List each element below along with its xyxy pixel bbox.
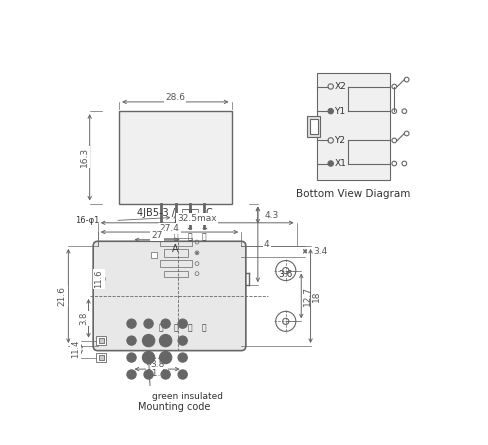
Text: 27.4: 27.4 [160,224,180,233]
Text: 印: 印 [187,323,192,332]
Circle shape [178,336,187,345]
Circle shape [160,335,172,347]
Circle shape [127,336,136,345]
Text: 继: 继 [159,232,163,241]
Text: 16.3: 16.3 [80,147,89,167]
Text: 11.4: 11.4 [71,340,80,358]
Circle shape [328,109,333,114]
Circle shape [144,370,153,379]
Text: 21.6: 21.6 [58,286,67,306]
Text: 3.8: 3.8 [150,360,164,369]
Text: A: A [173,220,179,230]
Circle shape [160,352,172,364]
Text: 继: 继 [159,323,163,332]
Bar [150,252,157,258]
Text: 印: 印 [187,232,192,241]
Bar [307,116,320,138]
Text: 3.8: 3.8 [80,312,88,325]
FancyBboxPatch shape [93,241,246,351]
Text: 16-φ1: 16-φ1 [75,216,100,225]
Bar [163,249,188,257]
Text: 次: 次 [173,232,178,241]
Text: 32.5max: 32.5max [178,214,217,223]
Text: Y2: Y2 [335,136,346,145]
Text: 3.6: 3.6 [279,270,293,279]
Text: 28.6: 28.6 [165,93,185,102]
Text: 11.6: 11.6 [95,270,103,288]
Text: 次: 次 [173,323,178,332]
Text: X1: X1 [335,159,346,168]
Text: 12.7: 12.7 [303,286,312,306]
Circle shape [127,353,136,362]
Bar [96,353,105,362]
Circle shape [142,352,155,364]
Text: Y1: Y1 [335,107,346,116]
Text: 犱: 犱 [202,323,207,332]
Bar [310,119,318,134]
Text: 4JB5-3 /  □□  C: 4JB5-3 / □□ C [138,208,213,218]
Text: 11.4: 11.4 [147,369,167,378]
Text: Bottom View Diagram: Bottom View Diagram [296,189,411,199]
Text: 3.4: 3.4 [313,247,327,256]
Bar [163,271,188,277]
Text: 犱: 犱 [202,232,207,241]
Bar [119,111,231,203]
Circle shape [127,370,136,379]
Text: 4: 4 [264,240,270,249]
Text: 27: 27 [151,231,163,240]
Bar [96,336,105,345]
Bar [160,238,192,246]
Text: X2: X2 [335,82,346,91]
Bar [100,355,104,360]
Circle shape [196,252,198,254]
Text: Mounting code: Mounting code [139,402,211,412]
Circle shape [142,335,155,347]
Text: green insulated: green insulated [152,392,224,401]
Circle shape [127,319,136,328]
Circle shape [178,319,187,328]
Text: 4.3: 4.3 [265,210,279,219]
Circle shape [144,319,153,328]
Bar [317,73,390,181]
Text: A: A [172,243,179,254]
Bar [160,260,192,267]
Bar [100,338,104,343]
Circle shape [328,161,333,166]
Circle shape [161,319,170,328]
Circle shape [161,370,170,379]
Circle shape [178,370,187,379]
Circle shape [178,353,187,362]
Text: 18: 18 [312,290,321,302]
